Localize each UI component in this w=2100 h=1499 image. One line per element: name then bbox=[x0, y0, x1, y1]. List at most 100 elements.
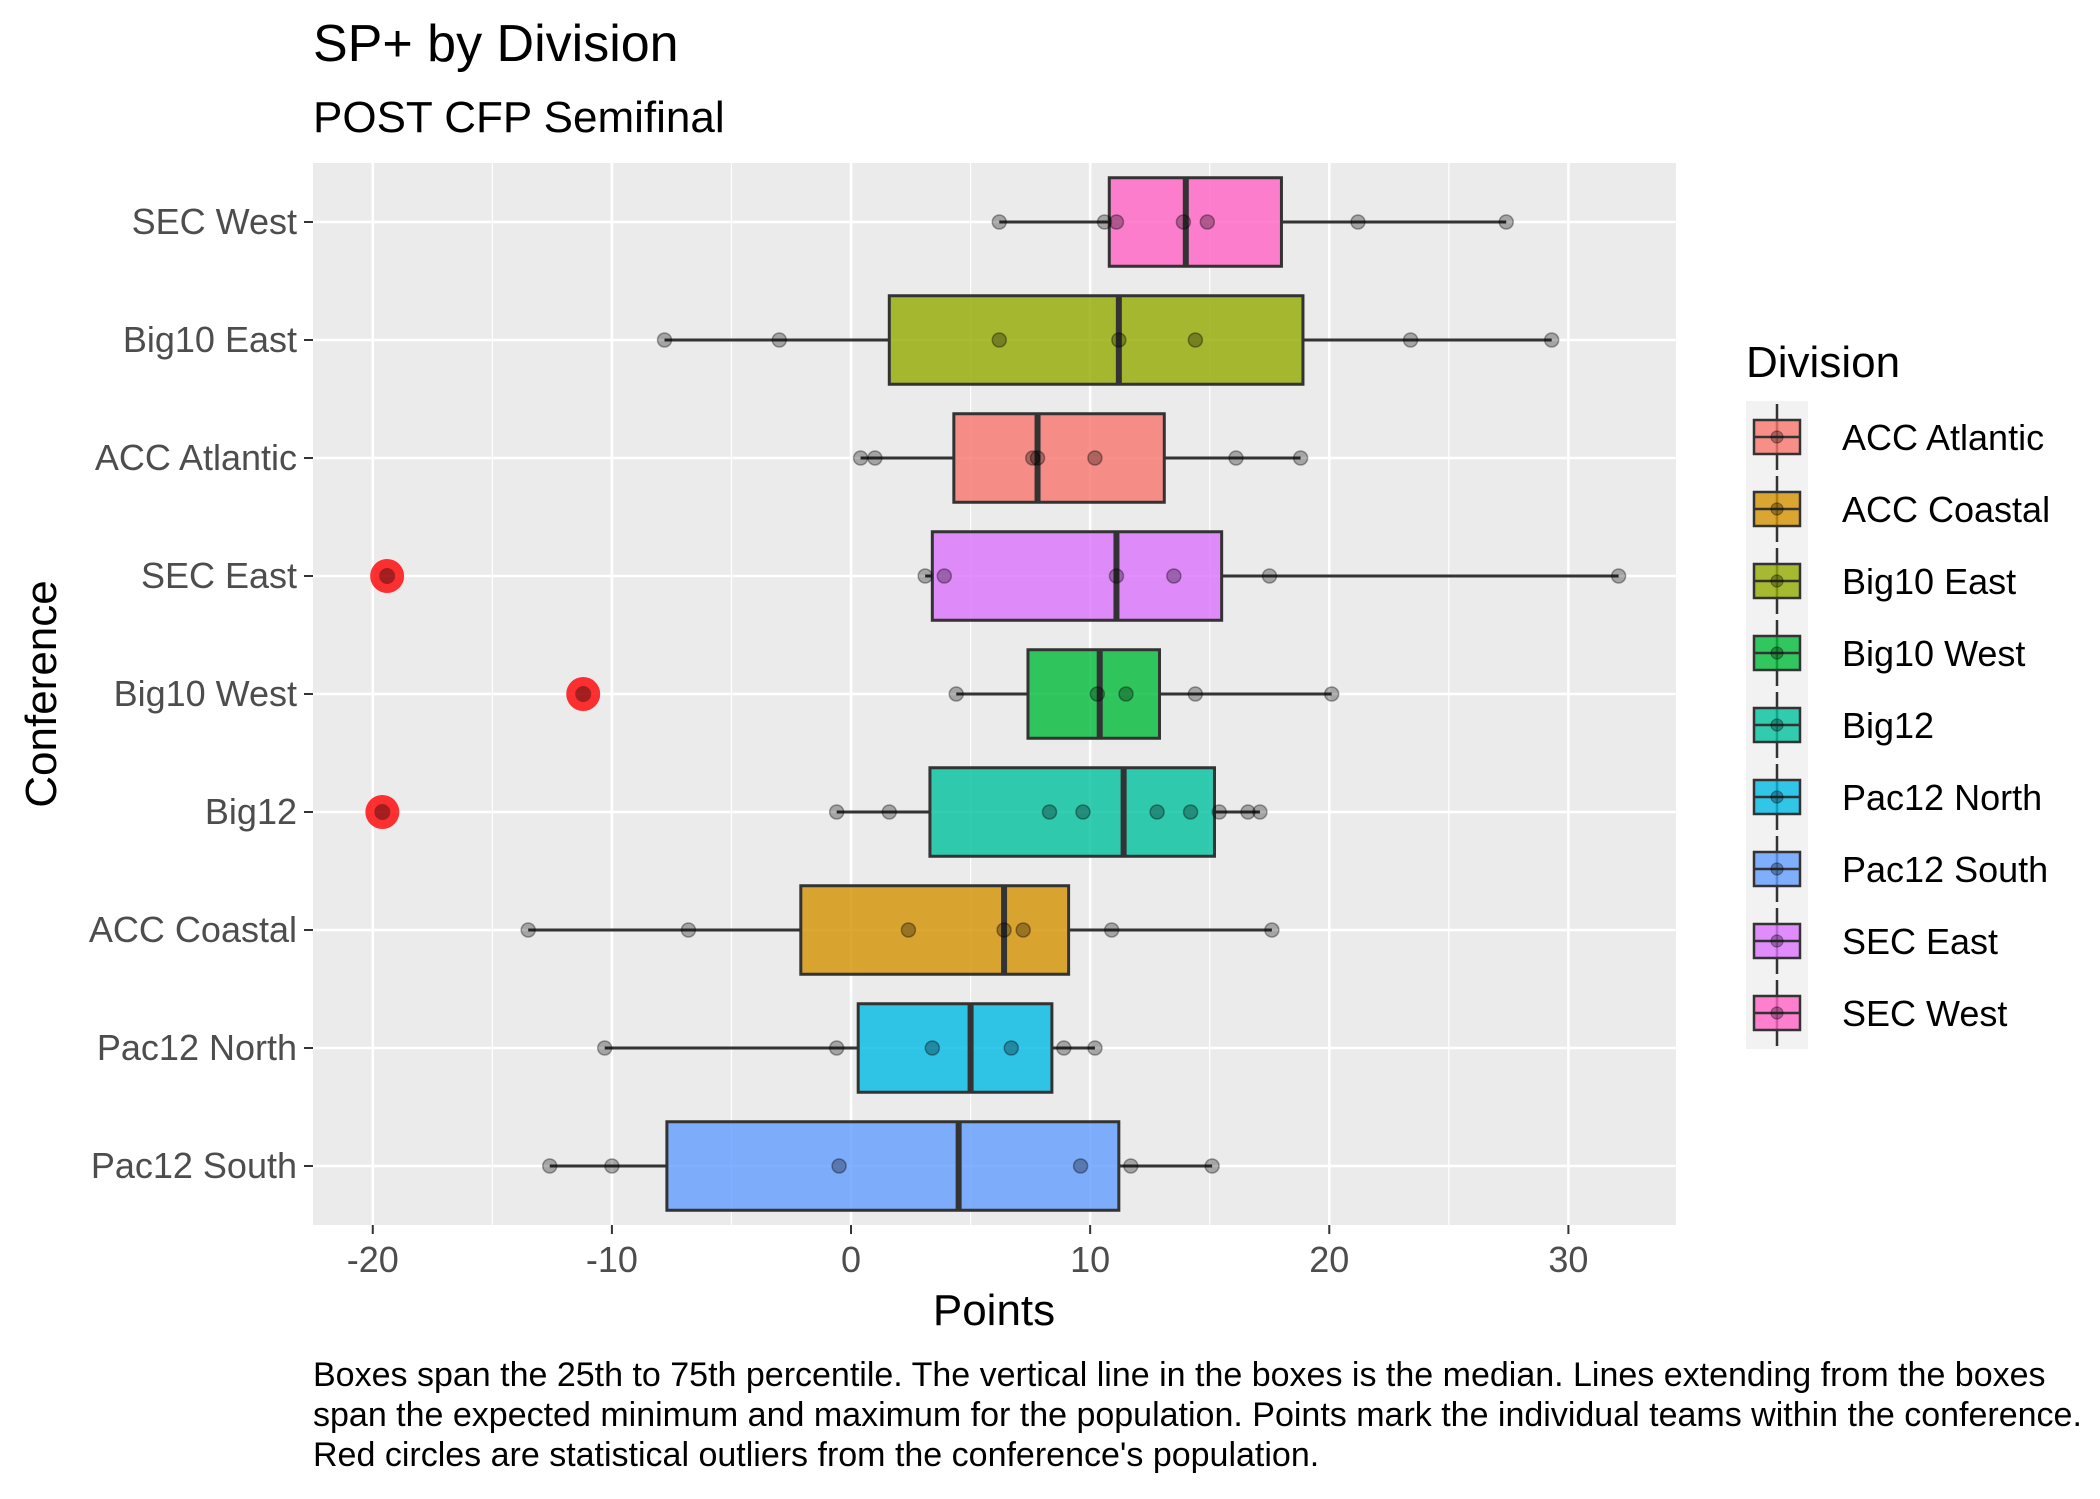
y-tick-label: ACC Coastal bbox=[89, 909, 297, 950]
team-point bbox=[541, 1158, 558, 1174]
y-tick-label: SEC West bbox=[132, 201, 297, 242]
team-point bbox=[1056, 1040, 1072, 1056]
chart-caption: Boxes span the 25th to 75th percentile. … bbox=[313, 1356, 2082, 1474]
legend-label: Big12 bbox=[1842, 705, 1934, 746]
legend-item: Big12 bbox=[1752, 692, 1934, 758]
legend-key-point bbox=[1770, 430, 1784, 444]
box-pac12-north bbox=[604, 1002, 1095, 1094]
team-point bbox=[996, 922, 1012, 938]
team-point bbox=[1252, 804, 1268, 820]
team-point bbox=[1029, 450, 1046, 466]
team-point bbox=[867, 450, 883, 466]
team-point bbox=[1118, 686, 1134, 702]
team-point bbox=[1261, 568, 1278, 584]
legend-item: SEC East bbox=[1752, 908, 1998, 974]
team-point bbox=[656, 332, 673, 348]
box-iqr bbox=[799, 884, 1071, 976]
team-point bbox=[680, 922, 697, 938]
box-iqr bbox=[930, 530, 1224, 622]
box-big12 bbox=[836, 766, 1260, 858]
outlier-marker bbox=[566, 677, 601, 711]
x-tick-label: -10 bbox=[586, 1239, 638, 1280]
legend-label: Pac12 South bbox=[1842, 849, 2048, 890]
box-big10-west bbox=[956, 648, 1332, 740]
team-point bbox=[1182, 804, 1199, 820]
box-pac12-south bbox=[549, 1120, 1213, 1212]
team-point bbox=[1108, 568, 1125, 584]
outlier-point bbox=[374, 804, 391, 820]
y-axis-title: Conference bbox=[17, 580, 66, 807]
legend-key-point bbox=[1770, 646, 1784, 660]
y-tick-label: Pac12 South bbox=[91, 1145, 297, 1186]
team-point bbox=[1003, 1040, 1019, 1056]
team-point bbox=[1087, 1040, 1103, 1056]
y-tick-label: Big10 West bbox=[114, 673, 297, 714]
team-point bbox=[881, 804, 898, 820]
x-axis-title: Points bbox=[933, 1286, 1055, 1335]
legend-label: Big10 West bbox=[1842, 633, 2025, 674]
team-point bbox=[852, 450, 869, 466]
legend-label: SEC East bbox=[1842, 921, 1998, 962]
team-point bbox=[1543, 332, 1560, 348]
legend-label: Big10 East bbox=[1842, 561, 2016, 602]
x-tick-label: 10 bbox=[1070, 1239, 1110, 1280]
box-big10-east bbox=[664, 294, 1552, 386]
outlier-point bbox=[575, 686, 592, 702]
x-axis: -20 -10 0 10 20 30 bbox=[347, 1225, 1588, 1280]
team-point bbox=[831, 1158, 847, 1174]
legend-key-point bbox=[1770, 574, 1784, 588]
team-point bbox=[1240, 804, 1256, 820]
y-tick-label: Big10 East bbox=[123, 319, 297, 360]
team-point bbox=[1108, 214, 1125, 230]
team-point bbox=[1166, 568, 1182, 584]
x-tick-label: 0 bbox=[841, 1239, 861, 1280]
y-tick-label: ACC Atlantic bbox=[95, 437, 297, 478]
team-point bbox=[1610, 568, 1627, 584]
y-tick-label: SEC East bbox=[141, 555, 297, 596]
legend-label: ACC Atlantic bbox=[1842, 417, 2044, 458]
team-point bbox=[1292, 450, 1309, 466]
legend-label: Pac12 North bbox=[1842, 777, 2042, 818]
box-sec-east bbox=[925, 530, 1619, 622]
x-tick-label: -20 bbox=[347, 1239, 399, 1280]
team-point bbox=[771, 332, 788, 348]
legend-key-point bbox=[1770, 934, 1784, 948]
team-point bbox=[948, 686, 964, 702]
x-tick-label: 30 bbox=[1548, 1239, 1588, 1280]
legend-key-point bbox=[1770, 502, 1784, 516]
team-point bbox=[596, 1040, 613, 1056]
team-point bbox=[917, 568, 933, 584]
legend-item: SEC West bbox=[1752, 980, 2007, 1046]
box-acc-atlantic bbox=[860, 412, 1301, 504]
legend-title: Division bbox=[1746, 338, 1900, 387]
legend-label: ACC Coastal bbox=[1842, 489, 2050, 530]
team-point bbox=[1025, 450, 1041, 466]
legend-key-point bbox=[1770, 718, 1784, 732]
team-point bbox=[1211, 804, 1228, 820]
team-point bbox=[1264, 922, 1280, 938]
team-point bbox=[1228, 450, 1244, 466]
team-point bbox=[604, 1158, 620, 1174]
team-point bbox=[1187, 332, 1204, 348]
box-iqr bbox=[665, 1120, 1121, 1212]
team-point bbox=[1041, 804, 1058, 820]
team-point bbox=[828, 1040, 845, 1056]
box-sec-west bbox=[999, 176, 1507, 268]
team-point bbox=[1015, 922, 1031, 938]
team-point bbox=[1075, 804, 1091, 820]
chart-title: SP+ by Division bbox=[313, 15, 679, 73]
team-point bbox=[1204, 1158, 1220, 1174]
legend-item: Big10 East bbox=[1752, 548, 2016, 614]
outlier-marker bbox=[365, 795, 400, 829]
team-point bbox=[924, 1040, 941, 1056]
team-point bbox=[1072, 1158, 1089, 1174]
box-iqr bbox=[1026, 648, 1161, 740]
y-tick-label: Big12 bbox=[205, 791, 297, 832]
box-iqr bbox=[952, 412, 1166, 504]
legend-key-point bbox=[1770, 1006, 1784, 1020]
box-iqr bbox=[887, 294, 1305, 386]
legend-item: ACC Coastal bbox=[1752, 476, 2050, 542]
team-point bbox=[1187, 686, 1204, 702]
team-point bbox=[1111, 332, 1127, 348]
team-point bbox=[1149, 804, 1165, 820]
